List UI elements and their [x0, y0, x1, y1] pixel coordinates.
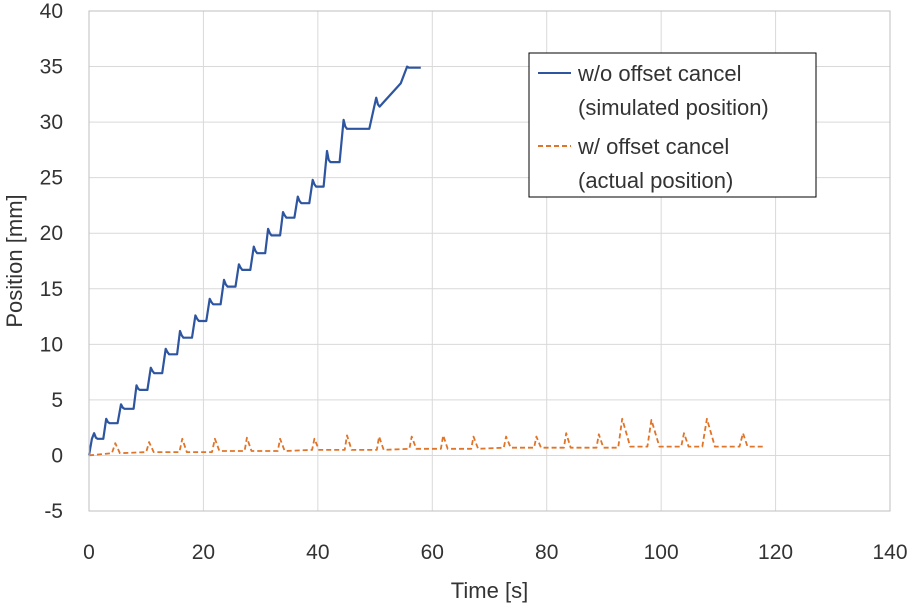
- tick-label-layer: 0 20 40 60 80 100 120 140 -5 0 5 10 15 20 25 30 35 40: [40, 0, 908, 564]
- y-tick-label-2: 5: [51, 389, 63, 412]
- y-tick-label-1: 0: [51, 444, 63, 467]
- x-tick-label-2: 40: [306, 541, 329, 564]
- y-tick-label-3: 10: [40, 333, 63, 356]
- x-tick-label-1: 20: [192, 541, 215, 564]
- x-tick-label-5: 100: [644, 541, 679, 564]
- series-layer: [87, 65, 765, 457]
- x-tick-label-0: 0: [83, 541, 95, 564]
- legend-label-actual-line2: (actual position): [578, 168, 733, 193]
- legend-label-actual-line1: w/ offset cancel: [577, 134, 729, 159]
- y-tick-label-5: 20: [40, 222, 63, 245]
- y-tick-label-0: -5: [44, 500, 63, 523]
- x-tick-label-4: 80: [535, 541, 558, 564]
- plot-area-border: [88, 10, 891, 512]
- y-tick-label-7: 30: [40, 111, 63, 134]
- x-tick-label-7: 140: [872, 541, 907, 564]
- y-axis-title: Position [mm]: [2, 194, 27, 327]
- legend-label-simulated-line1: w/o offset cancel: [577, 61, 741, 86]
- x-tick-label-3: 60: [421, 541, 444, 564]
- y-tick-label-9: 40: [40, 0, 63, 23]
- series-line-0: [87, 65, 421, 456]
- legend: w/o offset cancel (simulated position) w…: [528, 52, 817, 198]
- x-axis-title: Time [s]: [451, 578, 528, 603]
- x-tick-label-6: 120: [758, 541, 793, 564]
- series-line-1: [88, 417, 765, 457]
- y-tick-label-4: 15: [40, 278, 63, 301]
- y-tick-label-8: 35: [40, 56, 63, 79]
- y-tick-label-6: 25: [40, 167, 63, 190]
- legend-box: [528, 52, 817, 198]
- legend-label-simulated-line2: (simulated position): [578, 95, 769, 120]
